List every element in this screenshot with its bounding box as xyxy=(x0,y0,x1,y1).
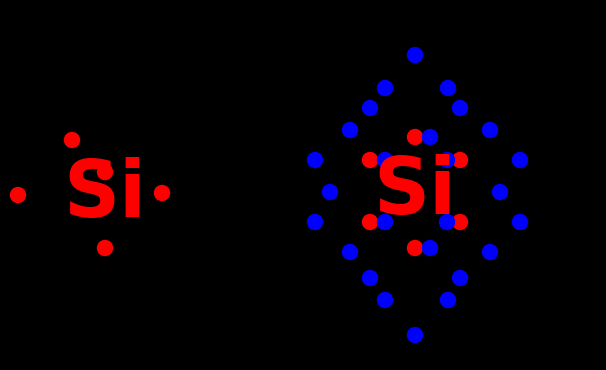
Circle shape xyxy=(482,245,498,259)
Circle shape xyxy=(422,240,438,256)
Circle shape xyxy=(378,152,393,168)
Circle shape xyxy=(453,101,467,115)
Circle shape xyxy=(453,215,467,229)
Circle shape xyxy=(453,270,467,286)
Circle shape xyxy=(482,122,498,138)
Circle shape xyxy=(64,132,79,148)
Circle shape xyxy=(307,215,322,229)
Circle shape xyxy=(307,152,322,168)
Circle shape xyxy=(362,270,378,286)
Circle shape xyxy=(453,152,467,168)
Circle shape xyxy=(378,215,393,229)
Circle shape xyxy=(342,245,358,259)
Circle shape xyxy=(322,185,338,199)
Circle shape xyxy=(441,81,456,95)
Circle shape xyxy=(441,293,456,307)
Circle shape xyxy=(362,215,378,229)
Circle shape xyxy=(407,47,422,63)
Circle shape xyxy=(493,185,507,199)
Circle shape xyxy=(98,165,113,179)
Circle shape xyxy=(407,327,422,343)
Text: Si: Si xyxy=(64,157,147,233)
Circle shape xyxy=(342,122,358,138)
Circle shape xyxy=(407,130,422,145)
Circle shape xyxy=(362,152,378,168)
Circle shape xyxy=(407,240,422,256)
Circle shape xyxy=(98,240,113,256)
Circle shape xyxy=(378,293,393,307)
Circle shape xyxy=(513,152,527,168)
Circle shape xyxy=(439,152,454,168)
Circle shape xyxy=(155,185,170,201)
Circle shape xyxy=(439,215,454,229)
Circle shape xyxy=(10,188,25,202)
Circle shape xyxy=(362,101,378,115)
Circle shape xyxy=(422,130,438,145)
Text: Si: Si xyxy=(374,154,456,230)
Circle shape xyxy=(513,215,527,229)
Circle shape xyxy=(378,81,393,95)
